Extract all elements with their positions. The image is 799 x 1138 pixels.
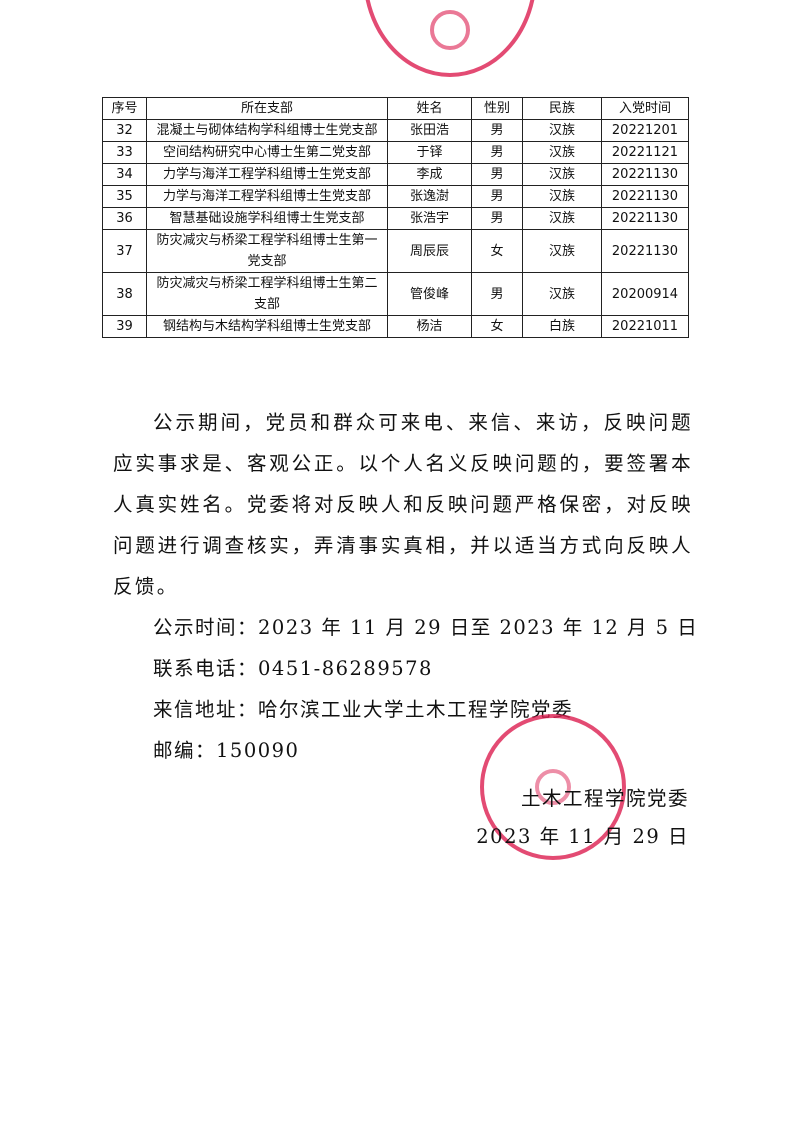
cell-ethnicity: 汉族 [522, 119, 602, 142]
cell-ethnicity: 汉族 [522, 185, 602, 208]
cell-gender: 男 [471, 207, 523, 230]
signature-date: 2023 年 11 月 29 日 [476, 825, 689, 848]
cell-ethnicity: 汉族 [522, 207, 602, 230]
cell-join-date: 20200914 [601, 272, 689, 316]
cell-branch: 力学与海洋工程学科组博士生党支部 [146, 185, 388, 208]
cell-name: 张逸澍 [387, 185, 472, 208]
cell-index: 39 [102, 315, 147, 338]
cell-name: 管俊峰 [387, 272, 472, 316]
cell-name: 张田浩 [387, 119, 472, 142]
table-row: 38 防灾减灾与桥梁工程学科组博士生第二支部 管俊峰男汉族 20200914 [102, 272, 689, 316]
cell-name: 杨洁 [387, 315, 472, 338]
cell-index: 35 [102, 185, 147, 208]
cell-branch: 空间结构研究中心博士生第二党支部 [146, 141, 388, 164]
notice-paragraph: 公示期间，党员和群众可来电、来信、来访，反映问题应实事求是、客观公正。以个人名义… [113, 411, 693, 598]
signature-org: 土木工程学院党委 [520, 787, 689, 810]
seal-stamp-signature [480, 714, 626, 860]
cell-gender: 男 [471, 185, 523, 208]
cell-gender: 男 [471, 119, 523, 142]
cell-gender: 男 [471, 272, 523, 316]
cell-join-date: 20221201 [601, 119, 689, 142]
cell-join-date: 20221130 [601, 185, 689, 208]
table-header-row: 序号 所在支部 姓名 性别 民族 入党时间 [102, 97, 689, 120]
signature-block: 土木工程学院党委 2023 年 11 月 29 日 [476, 780, 689, 856]
cell-index: 38 [102, 272, 147, 316]
cell-join-date: 20221011 [601, 315, 689, 338]
cell-branch: 钢结构与木结构学科组博士生党支部 [146, 315, 388, 338]
notice-body: 公示期间，党员和群众可来电、来信、来访，反映问题应实事求是、客观公正。以个人名义… [113, 402, 699, 771]
cell-name: 于铎 [387, 141, 472, 164]
cell-join-date: 20221130 [601, 207, 689, 230]
header-gender: 性别 [471, 97, 523, 120]
cell-gender: 男 [471, 141, 523, 164]
cell-ethnicity: 汉族 [522, 272, 602, 316]
cell-join-date: 20221121 [601, 141, 689, 164]
header-name: 姓名 [387, 97, 472, 120]
notice-period: 公示时间：2023 年 11 月 29 日至 2023 年 12 月 5 日 [153, 616, 699, 639]
cell-join-date: 20221130 [601, 163, 689, 186]
cell-ethnicity: 白族 [522, 315, 602, 338]
cell-index: 37 [102, 229, 147, 273]
table-row: 35 力学与海洋工程学科组博士生党支部 张逸澍男汉族 20221130 [102, 185, 689, 208]
table-row: 33 空间结构研究中心博士生第二党支部 于铎男汉族 20221121 [102, 141, 689, 164]
cell-index: 34 [102, 163, 147, 186]
table-row: 34 力学与海洋工程学科组博士生党支部 李成男汉族 20221130 [102, 163, 689, 186]
cell-ethnicity: 汉族 [522, 163, 602, 186]
header-join-date: 入党时间 [601, 97, 689, 120]
cell-name: 李成 [387, 163, 472, 186]
cell-gender: 男 [471, 163, 523, 186]
header-ethnicity: 民族 [522, 97, 602, 120]
cell-name: 张浩宇 [387, 207, 472, 230]
member-table: 序号 所在支部 姓名 性别 民族 入党时间 32 混凝土与砌体结构学科组博士生党支… [102, 97, 689, 338]
table-row: 32 混凝土与砌体结构学科组博士生党支部 张田浩男汉族 20221201 [102, 119, 689, 142]
cell-gender: 女 [471, 315, 523, 338]
table-row: 37 防灾减灾与桥梁工程学科组博士生第一党支部 周辰辰女汉族 20221130 [102, 229, 689, 273]
cell-branch: 智慧基础设施学科组博士生党支部 [146, 207, 388, 230]
cell-branch: 力学与海洋工程学科组博士生党支部 [146, 163, 388, 186]
cell-gender: 女 [471, 229, 523, 273]
cell-branch: 防灾减灾与桥梁工程学科组博士生第二支部 [146, 272, 388, 316]
cell-join-date: 20221130 [601, 229, 689, 273]
cell-ethnicity: 汉族 [522, 229, 602, 273]
cell-index: 36 [102, 207, 147, 230]
cell-index: 32 [102, 119, 147, 142]
table-row: 39 钢结构与木结构学科组博士生党支部 杨洁女白族 20221011 [102, 315, 689, 338]
contact-phone: 联系电话：0451-86289578 [153, 657, 433, 680]
cell-index: 33 [102, 141, 147, 164]
postcode: 邮编：150090 [153, 739, 300, 762]
header-branch: 所在支部 [146, 97, 388, 120]
cell-branch: 防灾减灾与桥梁工程学科组博士生第一党支部 [146, 229, 388, 273]
mail-address: 来信地址：哈尔滨工业大学土木工程学院党委 [153, 698, 574, 721]
cell-name: 周辰辰 [387, 229, 472, 273]
header-index: 序号 [102, 97, 147, 120]
cell-ethnicity: 汉族 [522, 141, 602, 164]
cell-branch: 混凝土与砌体结构学科组博士生党支部 [146, 119, 388, 142]
seal-stamp-top [365, 0, 535, 77]
table-row: 36 智慧基础设施学科组博士生党支部 张浩宇男汉族 20221130 [102, 207, 689, 230]
